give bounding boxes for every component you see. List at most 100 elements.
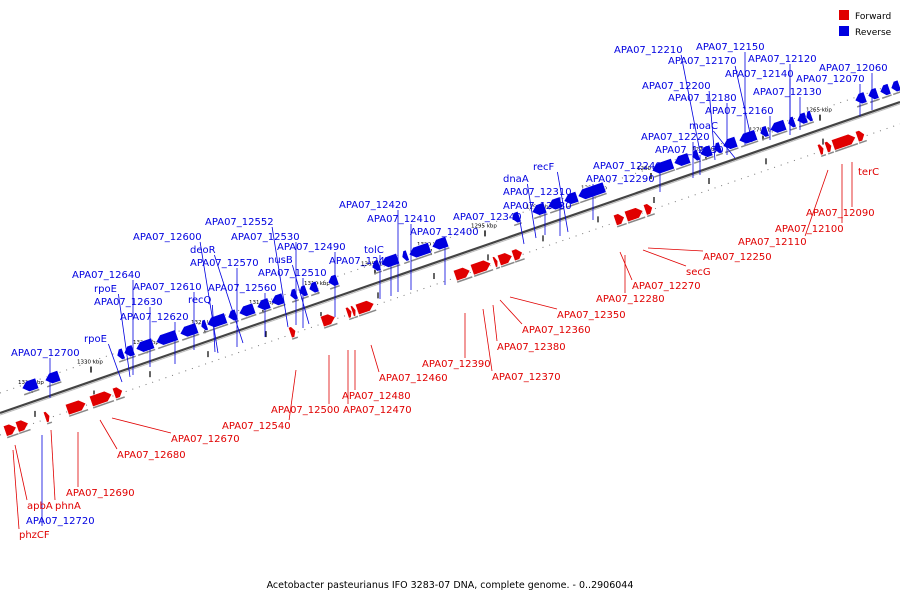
reverse-gene-arrow[interactable] [400, 249, 410, 262]
reverse-gene-arrow[interactable] [407, 241, 432, 260]
label-leader-line [519, 221, 525, 245]
legend-reverse-swatch [839, 26, 849, 36]
reverse-gene-arrow[interactable] [737, 129, 759, 146]
reverse-gene-label: APA07_12640 [72, 270, 141, 281]
reverse-gene-arrow[interactable] [205, 312, 229, 330]
forward-gene-label: APA07_12390 [422, 359, 491, 370]
gene-arrow-shadow [514, 258, 525, 263]
scale-tick-label: 1265 kbp [806, 108, 832, 114]
reverse-gene-arrow[interactable] [288, 287, 299, 301]
reverse-gene-arrow[interactable] [255, 297, 272, 313]
label-leader-line [108, 343, 123, 383]
reverse-gene-arrow[interactable] [297, 284, 309, 298]
reverse-gene-arrow[interactable] [804, 109, 814, 123]
reverse-gene-arrow[interactable] [43, 369, 62, 385]
reverse-gene-arrow[interactable] [758, 125, 770, 139]
forward-gene-arrow[interactable] [612, 212, 626, 227]
reverse-gene-arrow[interactable] [878, 83, 892, 97]
reverse-gene-arrow[interactable] [853, 91, 868, 106]
reverse-gene-arrow[interactable] [546, 196, 564, 212]
reverse-gene-arrow[interactable] [20, 377, 40, 394]
reverse-gene-arrow[interactable] [178, 322, 200, 339]
forward-gene-arrow[interactable] [491, 256, 499, 268]
reverse-gene-arrow[interactable] [237, 302, 257, 319]
reverse-gene-label: APA07_12600 [133, 232, 202, 243]
gene-arrow-shadow [291, 299, 300, 303]
forward-gene-arrow[interactable] [452, 265, 472, 282]
gene-arrow-shadow [46, 421, 53, 425]
reverse-gene-label: nusB [268, 255, 293, 266]
reverse-gene-label: APA07_12400 [410, 227, 479, 238]
reverse-gene-label: APA07_12310 [503, 187, 572, 198]
reverse-gene-label: APA07_12720 [26, 516, 95, 527]
reverse-gene-arrow[interactable] [115, 347, 126, 361]
reverse-gene-arrow[interactable] [650, 157, 675, 176]
forward-gene-arrow[interactable] [642, 202, 654, 216]
reverse-gene-arrow[interactable] [866, 87, 880, 102]
legend: Forward Reverse [839, 10, 892, 38]
reverse-gene-label: APA07_12620 [120, 312, 189, 323]
reverse-gene-arrow[interactable] [672, 152, 692, 169]
forward-gene-label: phnA [55, 501, 81, 512]
reverse-gene-arrow[interactable] [889, 79, 900, 93]
gene-arrow-shadow [820, 153, 827, 158]
reverse-gene-arrow[interactable] [510, 210, 522, 224]
forward-gene-arrow[interactable] [2, 422, 18, 437]
scale-tick-label: 1310 kbp [304, 281, 330, 287]
forward-gene-arrow[interactable] [319, 312, 337, 328]
forward-gene-label: APA07_12690 [66, 488, 135, 499]
forward-gene-arrow[interactable] [349, 305, 357, 317]
forward-gene-arrow[interactable] [344, 306, 353, 319]
forward-gene-arrow[interactable] [14, 418, 30, 433]
gene-arrow-shadow [827, 151, 835, 155]
gene-arrow-shadow [701, 155, 714, 162]
reverse-gene-arrow[interactable] [768, 119, 788, 135]
reverse-gene-label: tolC [364, 245, 384, 256]
forward-gene-label: APA07_12250 [703, 252, 772, 263]
reverse-gene-arrow[interactable] [698, 144, 714, 159]
forward-gene-arrow[interactable] [287, 326, 297, 339]
forward-gene-arrow[interactable] [88, 389, 113, 408]
gene-arrow-shadow [616, 222, 627, 228]
reverse-gene-arrow[interactable] [712, 141, 723, 155]
gene-arrow-shadow [740, 140, 759, 148]
reverse-gene-arrow[interactable] [576, 181, 607, 202]
gene-arrow-shadow [856, 102, 868, 108]
forward-gene-arrow[interactable] [623, 206, 645, 223]
reverse-gene-arrow[interactable] [226, 308, 239, 322]
gene-arrow-shadow [798, 122, 809, 128]
forward-gene-arrow[interactable] [496, 251, 514, 267]
scale-tick-label: 1295 kbp [471, 223, 497, 229]
reverse-gene-arrow[interactable] [154, 329, 179, 348]
forward-gene-arrow[interactable] [42, 411, 51, 424]
forward-gene-arrow[interactable] [111, 385, 124, 400]
reverse-gene-arrow[interactable] [307, 280, 320, 294]
reverse-gene-arrow[interactable] [530, 202, 548, 217]
gene-arrow-shadow [291, 336, 299, 340]
forward-gene-arrow[interactable] [469, 258, 492, 276]
forward-gene-label: APA07_12670 [171, 434, 240, 445]
forward-strand-guide [0, 123, 900, 436]
reverse-gene-label: APA07_12330 [503, 201, 572, 212]
forward-gene-arrow[interactable] [64, 398, 87, 416]
reverse-gene-arrow[interactable] [562, 190, 580, 206]
reverse-gene-arrow[interactable] [786, 115, 797, 129]
forward-gene-label: APA07_12110 [738, 237, 807, 248]
reverse-gene-label: APA07_12700 [11, 348, 80, 359]
reverse-gene-arrow[interactable] [326, 273, 340, 288]
gene-arrow-shadow [565, 202, 580, 209]
forward-gene-arrow[interactable] [830, 132, 857, 151]
reverse-gene-label: moaC [689, 121, 718, 132]
reverse-gene-label: APA07_12410 [367, 214, 436, 225]
gene-arrow-shadow [382, 264, 401, 272]
reverse-gene-label: APA07_12200 [642, 81, 711, 92]
forward-gene-arrow[interactable] [816, 143, 825, 156]
forward-gene-label: APA07_12350 [557, 310, 626, 321]
forward-gene-arrow[interactable] [354, 299, 376, 316]
forward-gene-arrow[interactable] [510, 247, 524, 262]
reverse-gene-arrow[interactable] [370, 259, 382, 273]
forward-gene-arrow[interactable] [854, 129, 866, 143]
forward-gene-arrow[interactable] [823, 140, 833, 154]
reverse-gene-label: APA07_12510 [258, 268, 327, 279]
label-leader-line [527, 183, 537, 239]
